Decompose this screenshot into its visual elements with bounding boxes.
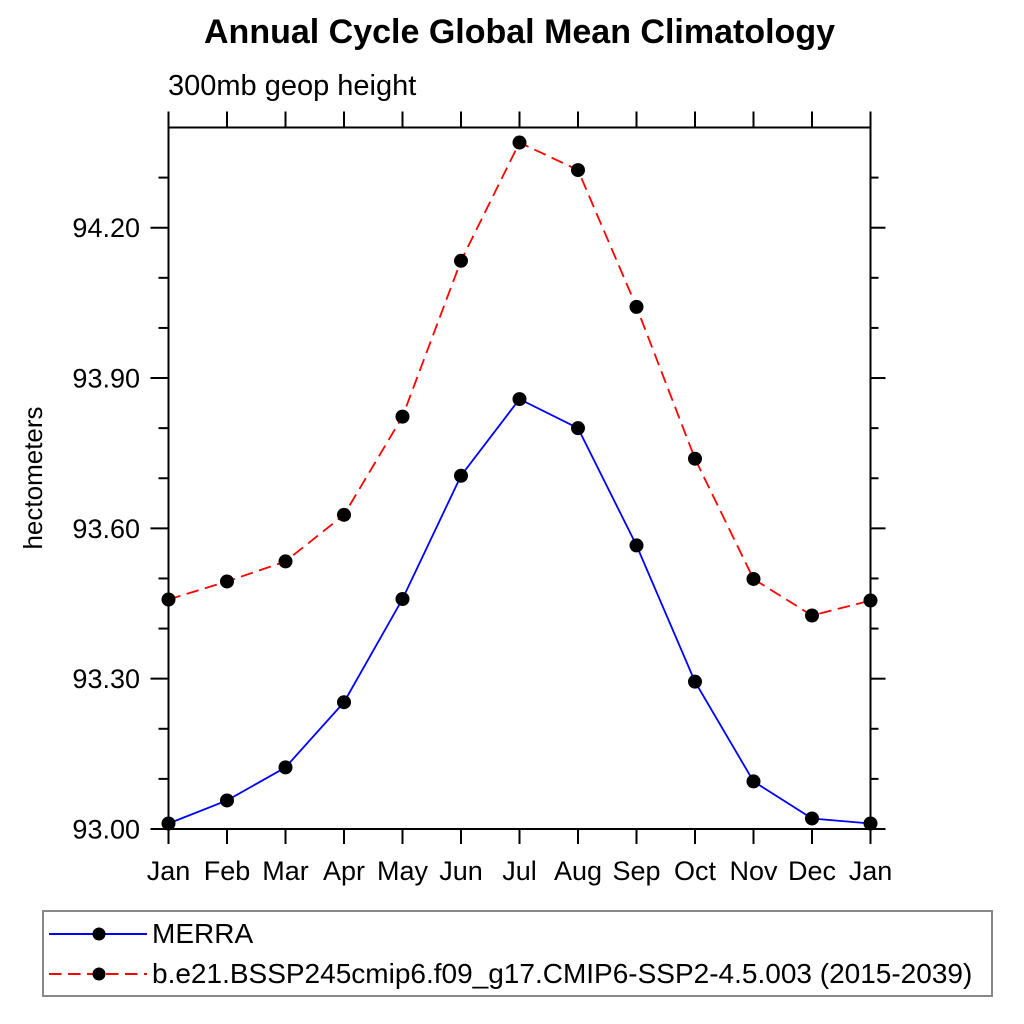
series-line-model — [168, 141, 871, 617]
legend-row-merra: MERRA — [49, 917, 991, 949]
data-point-marker — [161, 592, 176, 607]
x-tick-label: Sep — [612, 856, 660, 886]
axes: Jan Feb Mar Apr May Jun Jul Aug Sep Oct Nov Dec Jan9… — [72, 111, 893, 886]
data-point-marker — [512, 392, 527, 407]
x-tick-label: Mar — [262, 856, 309, 886]
plot-frame — [167, 126, 872, 830]
x-tick-label: Jan — [849, 856, 893, 886]
y-tick-label: 94.20 — [72, 213, 140, 243]
y-tick-label: 93.00 — [72, 815, 140, 845]
x-tick-label: Dec — [788, 856, 836, 886]
chart-subtitle: 300mb geop height — [168, 70, 417, 102]
data-point-marker — [395, 409, 410, 424]
legend-line-sample-model — [49, 967, 147, 980]
y-axis-label: hectometers — [18, 406, 48, 549]
x-tick-label: Jan — [147, 856, 191, 886]
data-point-marker — [688, 451, 702, 466]
x-tick-label: Jul — [502, 856, 537, 886]
x-tick-label: Jun — [439, 856, 483, 886]
x-tick-label: Nov — [729, 856, 778, 886]
data-point-marker — [746, 774, 761, 789]
data-point-marker — [863, 816, 878, 831]
data-point-marker — [337, 507, 351, 522]
legend-marker-icon — [92, 967, 106, 980]
x-tick-label: May — [377, 856, 429, 886]
x-tick-label: Aug — [554, 856, 602, 886]
x-tick-label: Feb — [204, 856, 251, 886]
data-point-marker — [863, 593, 878, 608]
data-point-marker — [454, 468, 468, 483]
data-point-marker — [746, 571, 761, 586]
data-point-marker — [161, 816, 176, 831]
data-point-marker — [805, 608, 819, 623]
legend-row-model: b.e21.BSSP245cmip6.f09_g17.CMIP6-SSP2-4.… — [49, 957, 991, 989]
data-point-marker — [395, 592, 410, 607]
x-tick-label: Oct — [674, 856, 717, 886]
legend: MERRA b.e21.BSSP245cmip6.f09_g17.CMIP6-S… — [42, 910, 993, 997]
series-line-merra — [168, 397, 871, 825]
data-point-marker — [629, 299, 644, 314]
data-point-marker — [629, 538, 644, 553]
data-point-marker — [278, 554, 293, 569]
data-point-marker — [571, 421, 585, 436]
y-tick-label: 93.90 — [72, 364, 140, 394]
data-point-marker — [278, 760, 293, 775]
data-point-marker — [220, 793, 234, 808]
legend-label-merra: MERRA — [152, 917, 254, 949]
y-tick-label: 93.30 — [72, 664, 140, 694]
data-point-marker — [688, 674, 702, 689]
legend-marker-icon — [92, 927, 106, 940]
x-tick-label: Apr — [323, 856, 365, 886]
data-point-marker — [571, 163, 585, 178]
legend-label-model: b.e21.BSSP245cmip6.f09_g17.CMIP6-SSP2-4.… — [152, 957, 973, 989]
series-lines — [161, 135, 878, 831]
data-point-marker — [220, 574, 234, 589]
data-point-marker — [805, 811, 819, 826]
legend-line-sample-merra — [49, 927, 147, 940]
data-point-marker — [454, 253, 468, 268]
chart-title: Annual Cycle Global Mean Climatology — [204, 13, 835, 51]
data-point-marker — [512, 135, 527, 150]
data-point-marker — [337, 695, 351, 710]
y-tick-label: 93.60 — [72, 514, 140, 544]
